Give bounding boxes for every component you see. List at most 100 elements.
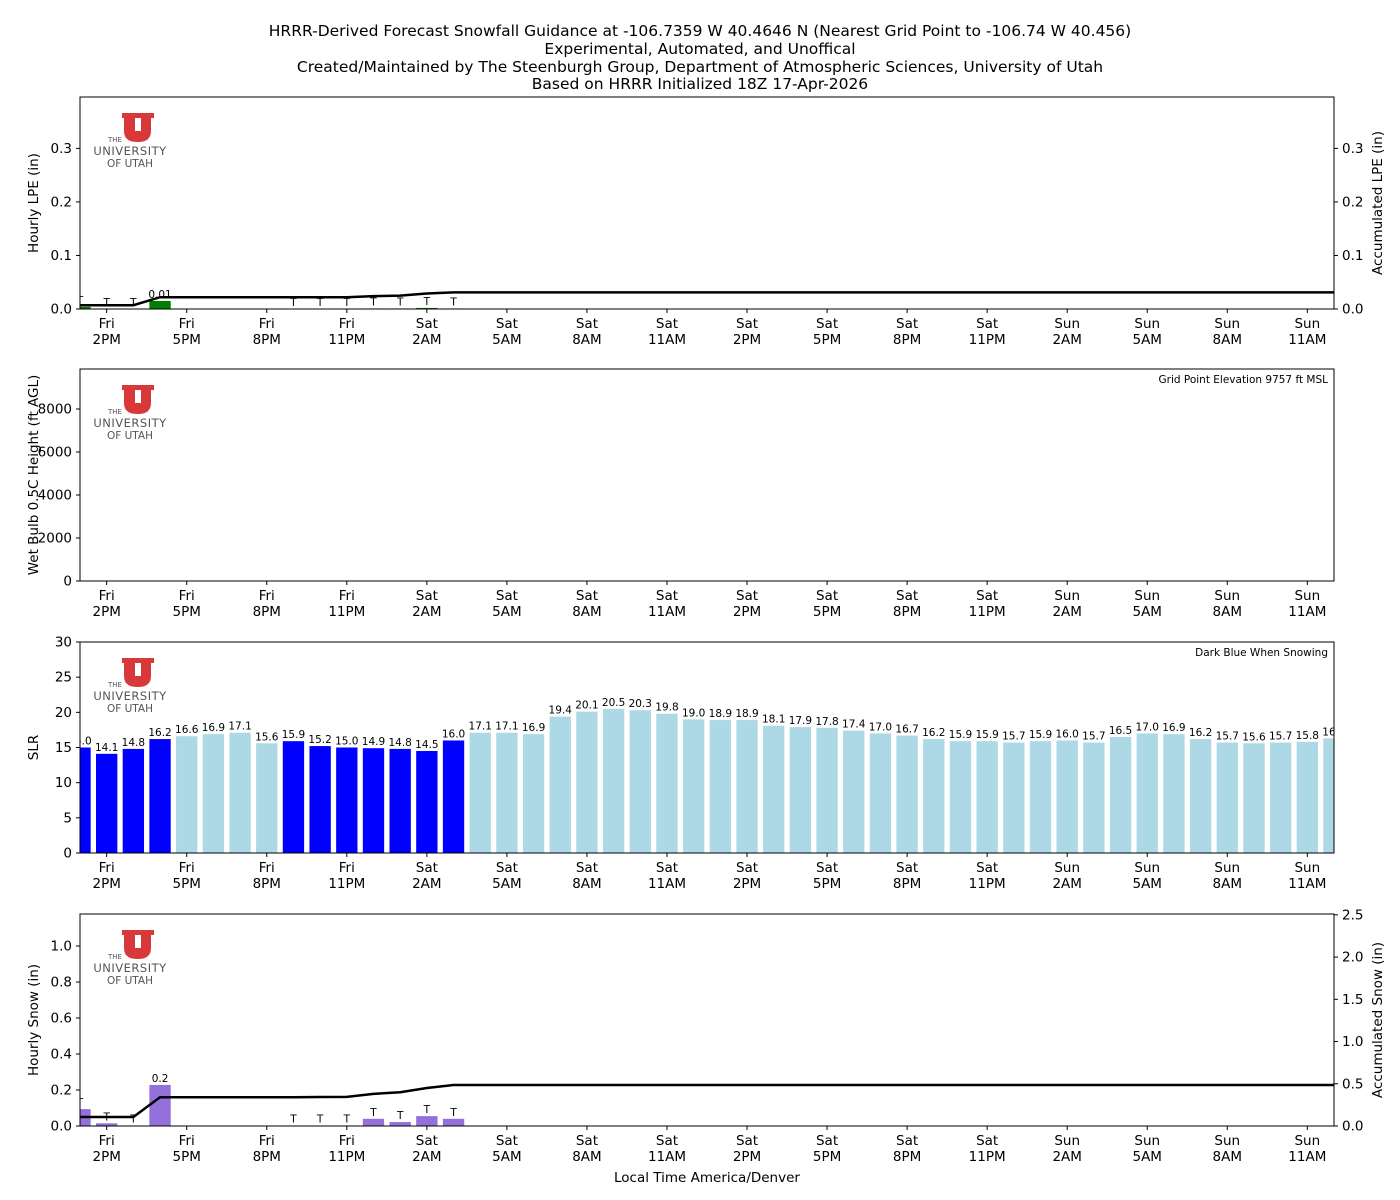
- data-label: 20.3: [629, 698, 652, 710]
- y-tick-label: 0.6: [51, 1011, 72, 1027]
- x-tick-label-day: Sun: [1054, 1133, 1080, 1149]
- data-label: T: [369, 1107, 377, 1119]
- panel-3: 15.014.1 14.816.2 16.6 16.9 17.115.6 15.9 15.2…: [26, 635, 1345, 892]
- x-tick-label-time: 2PM: [733, 1149, 761, 1165]
- x-tick-label-time: 2AM: [1052, 332, 1081, 348]
- x-tick-label-time: 8PM: [893, 332, 921, 348]
- data-label: 16.6: [175, 724, 199, 736]
- x-tick-label-time: 11AM: [1288, 1149, 1326, 1165]
- x-tick-label-day: Sun: [1054, 860, 1080, 876]
- x-tick-label-time: 2AM: [1052, 1149, 1081, 1165]
- x-tick-label-time: 11PM: [328, 876, 365, 892]
- x-tick-label-time: 8AM: [1213, 1149, 1242, 1165]
- data-label: 15.9: [282, 729, 305, 741]
- bar: [656, 713, 678, 853]
- data-label: 16.2: [148, 727, 171, 739]
- x-tick-label-day: Sat: [656, 588, 678, 604]
- x-tick-label-day: Sat: [896, 1133, 918, 1149]
- y-axis-label: Wet Bulb 0.5C Height (ft AGL): [26, 375, 42, 576]
- title-line-4: Based on HRRR Initialized 18Z 17-Apr-202…: [531, 75, 869, 93]
- x-tick-label-time: 11AM: [648, 876, 686, 892]
- bar: [149, 1084, 171, 1126]
- x-tick-label-day: Sun: [1214, 588, 1240, 604]
- x-tick-label-time: 2PM: [92, 332, 120, 348]
- data-label: 17.1: [495, 721, 518, 733]
- y-tick-label: 0.1: [51, 248, 72, 264]
- data-label: 16.2: [1189, 727, 1212, 739]
- bar: [1216, 742, 1238, 853]
- x-tick-label-day: Fri: [99, 1133, 115, 1149]
- annotation: Dark Blue When Snowing: [1195, 647, 1328, 659]
- y-tick-label: 0.0: [51, 1119, 72, 1135]
- bar: [442, 1118, 465, 1126]
- bar: [789, 727, 812, 853]
- y-tick-label: 5: [63, 810, 72, 826]
- plot-area: T T T0.01T T T T T T T: [80, 289, 1334, 309]
- logo-text: THE: [107, 136, 122, 144]
- x-tick-label-time: 11AM: [1288, 604, 1326, 620]
- bar: [1056, 740, 1078, 853]
- x-tick-label-time: 2AM: [1052, 604, 1081, 620]
- logo-text: OF UTAH: [107, 158, 153, 170]
- bar: [1003, 742, 1025, 853]
- data-label: 18.9: [735, 708, 758, 720]
- bar: [1296, 741, 1318, 853]
- x-tick-label-day: Fri: [179, 316, 195, 332]
- bar: [576, 711, 598, 853]
- x-tick-label-time: 8AM: [572, 604, 601, 620]
- x-tick-label-day: Sat: [976, 1133, 998, 1149]
- x-tick-label-time: 8AM: [1213, 604, 1242, 620]
- x-tick-label-time: 2PM: [733, 604, 761, 620]
- x-tick-label-time: 11PM: [328, 1149, 365, 1165]
- x-tick-label-time: 11PM: [969, 332, 1006, 348]
- data-label: T: [343, 1113, 351, 1125]
- bar: [1163, 734, 1185, 853]
- x-tick-label-day: Sun: [1134, 1133, 1160, 1149]
- x-tick-label-time: 2AM: [412, 604, 441, 620]
- y-axis-label: Hourly LPE (in): [26, 153, 42, 253]
- x-tick-label-time: 8PM: [893, 1149, 921, 1165]
- bar: [1243, 743, 1265, 853]
- x-tick-label-day: Sat: [576, 860, 598, 876]
- x-tick-label-day: Fri: [259, 860, 275, 876]
- data-label: 17.0: [1136, 721, 1159, 733]
- data-label: 14.1: [95, 742, 118, 754]
- bar: [549, 716, 571, 853]
- x-tick-label-day: Sat: [816, 1133, 838, 1149]
- x-tick-label-time: 5AM: [1132, 332, 1161, 348]
- data-label: 15.6: [255, 731, 279, 743]
- title-line-3: Created/Maintained by The Steenburgh Gro…: [296, 58, 1104, 76]
- x-tick-label-day: Sat: [736, 1133, 758, 1149]
- x-tick-label-day: Sat: [976, 860, 998, 876]
- x-tick-label-time: 11PM: [969, 604, 1006, 620]
- bar: [602, 708, 625, 853]
- logo-text: UNIVERSITY: [93, 144, 167, 158]
- bar: [682, 719, 705, 853]
- y-tick-label-right: 0.5: [1342, 1076, 1363, 1092]
- x-tick-label-time: 2PM: [92, 1149, 120, 1165]
- bar: [1109, 736, 1132, 853]
- x-tick-label-day: Sat: [976, 316, 998, 332]
- data-label: 16.3: [1322, 726, 1345, 738]
- title-line-2: Experimental, Automated, and Unoffical: [544, 40, 856, 58]
- x-tick-label-time: 8AM: [572, 876, 601, 892]
- bar: [816, 727, 838, 853]
- x-tick-label-day: Sun: [1214, 860, 1240, 876]
- y-tick-label-right: 1.0: [1342, 1034, 1363, 1050]
- x-tick-label-time: 8AM: [1213, 876, 1242, 892]
- panel-4: TT T0.2T T TT T T T0.00.20.40.60.81.00.00.51.0…: [26, 907, 1386, 1165]
- data-label: 17.1: [469, 721, 492, 733]
- y-tick-label: 25: [55, 670, 72, 686]
- data-label: T: [129, 297, 137, 309]
- bar: [80, 747, 91, 853]
- x-tick-label-day: Fri: [259, 1133, 275, 1149]
- plot-area: 15.014.1 14.816.2 16.6 16.9 17.115.6 15.9 15.2…: [80, 697, 1345, 853]
- bar: [282, 741, 305, 853]
- bar: [923, 739, 945, 853]
- x-tick-label-time: 2AM: [412, 332, 441, 348]
- data-label: 16.2: [922, 727, 945, 739]
- logo-text: UNIVERSITY: [93, 689, 167, 703]
- data-label: 14.5: [415, 739, 438, 751]
- logo-text: THE: [107, 681, 122, 689]
- bar: [229, 732, 251, 853]
